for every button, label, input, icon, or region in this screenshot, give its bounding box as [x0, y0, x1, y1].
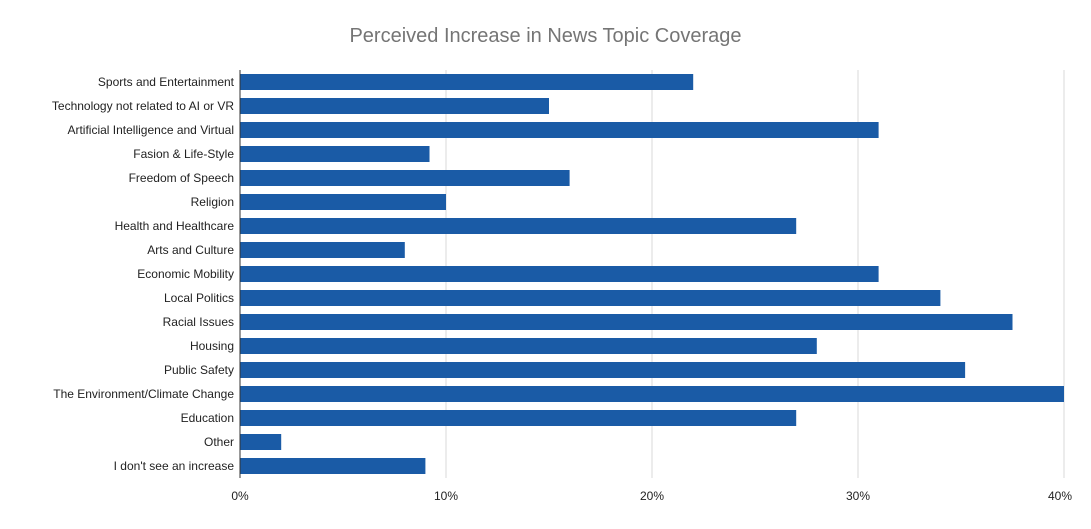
- x-tick-label: 0%: [231, 489, 249, 503]
- category-label: Religion: [191, 195, 234, 209]
- x-tick-label: 40%: [1048, 489, 1072, 503]
- x-tick-labels: 0% 10% 20% 30% 40%: [231, 489, 1072, 503]
- x-tick-label: 10%: [434, 489, 458, 503]
- category-label: The Environment/Climate Change: [53, 387, 234, 401]
- category-label: Sports and Entertainment: [98, 75, 235, 89]
- bar: [240, 170, 570, 186]
- bar: [240, 98, 549, 114]
- category-label: Fasion & Life-Style: [133, 147, 234, 161]
- category-label: Education: [181, 411, 234, 425]
- x-tick-label: 20%: [640, 489, 664, 503]
- x-tick-label: 30%: [846, 489, 870, 503]
- bar: [240, 362, 966, 378]
- bar: [240, 146, 430, 162]
- category-label: Economic Mobility: [137, 267, 234, 281]
- bar: [240, 290, 941, 306]
- category-label: Artificial Intelligence and Virtual: [67, 123, 234, 137]
- bar: [240, 386, 1064, 402]
- bar: [240, 266, 879, 282]
- category-label: Other: [204, 435, 234, 449]
- bar: [240, 194, 446, 210]
- bar: [240, 218, 797, 234]
- bar: [240, 338, 817, 354]
- bars: [240, 74, 1064, 474]
- bar: [240, 434, 282, 450]
- category-label: Public Safety: [164, 363, 234, 377]
- bar: [240, 122, 879, 138]
- bar: [240, 242, 405, 258]
- category-label: Local Politics: [164, 291, 234, 305]
- bar: [240, 410, 797, 426]
- bar: [240, 74, 694, 90]
- category-label: I don't see an increase: [114, 459, 235, 473]
- bar: [240, 458, 426, 474]
- category-label: Health and Healthcare: [115, 219, 235, 233]
- category-label: Freedom of Speech: [129, 171, 234, 185]
- chart-title: Perceived Increase in News Topic Coverag…: [349, 25, 742, 47]
- bar: [240, 314, 1013, 330]
- category-label: Technology not related to AI or VR: [52, 99, 234, 113]
- category-labels: Sports and Entertainment Technology not r…: [52, 75, 235, 473]
- category-label: Racial Issues: [163, 315, 234, 329]
- category-label: Housing: [190, 339, 234, 353]
- category-label: Arts and Culture: [147, 243, 234, 257]
